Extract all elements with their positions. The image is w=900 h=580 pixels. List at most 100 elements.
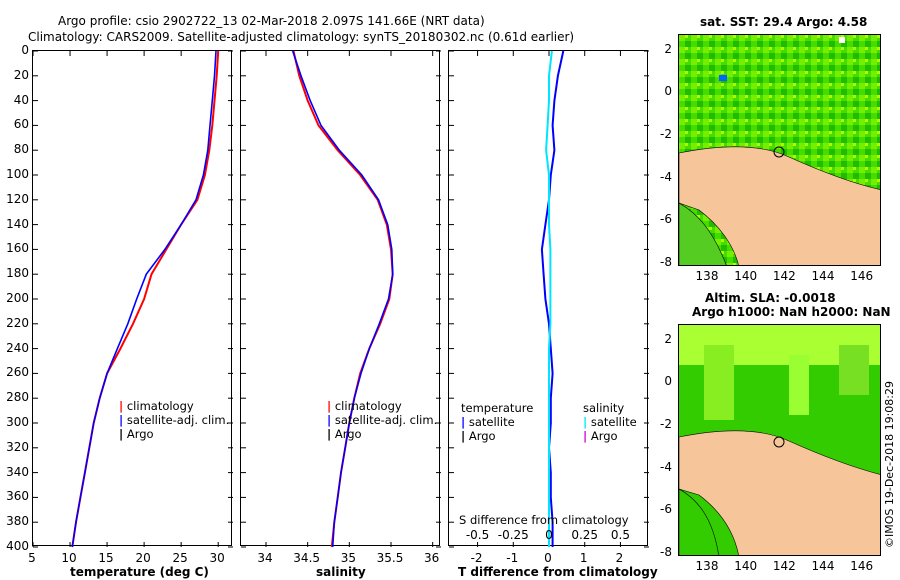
map-y-tick: 2 <box>664 41 672 56</box>
sla-patch-2 <box>789 355 809 415</box>
series-line-satellite-adj-clim- <box>291 50 394 548</box>
depth-tick-label: 260 <box>6 365 29 380</box>
depth-tick-label: 400 <box>6 539 29 553</box>
sst-cold-patch <box>719 75 727 81</box>
depth-tick-label: 300 <box>6 415 29 429</box>
map-x-tick: 138 <box>695 559 719 573</box>
map-y-tick: -6 <box>660 502 672 517</box>
sal-legend: | climatology | satellite-adj. clim. | A… <box>327 399 437 441</box>
difference-plot <box>449 50 649 548</box>
x-tick-label: 15 <box>98 551 114 565</box>
sla-map-title2: Argo h1000: NaN h2000: NaN <box>692 305 891 319</box>
depth-tick-label: 360 <box>6 489 29 504</box>
sst-map-title: sat. SST: 29.4 Argo: 4.58 <box>700 15 868 29</box>
sst-cloud-patch <box>839 37 845 43</box>
map-x-tick: 144 <box>811 269 835 283</box>
sst-south-sea <box>679 202 727 265</box>
x-tick-label: 30 <box>209 551 225 565</box>
map-x-tick: 142 <box>772 559 796 573</box>
s-tick-label: 0.25 <box>571 528 599 542</box>
sst-land <box>679 146 880 265</box>
sst-argo-marker <box>773 146 785 158</box>
sla-south-sea <box>679 488 719 555</box>
legend-temp-argo: | Argo <box>461 429 496 443</box>
sla-map-title1: Altim. SLA: -0.0018 <box>705 291 836 305</box>
map-y-tick: -8 <box>660 254 672 269</box>
x-tick-label: 36 <box>424 551 440 565</box>
map-y-tick: -6 <box>660 212 672 227</box>
x-tick-label: 34.5 <box>293 551 321 565</box>
temp-legend: | climatology | satellite-adj. clim. | A… <box>119 399 229 441</box>
map-y-tick: 0 <box>664 374 672 389</box>
x-tick-label: 1 <box>579 551 588 565</box>
temperature-plot <box>32 50 233 548</box>
sla-map <box>678 324 881 556</box>
x-tick-label: -2 <box>470 551 483 565</box>
sal-legend-climatology: | climatology <box>327 399 402 413</box>
depth-tick-label: 380 <box>6 514 29 529</box>
sla-patch-3 <box>839 345 869 395</box>
series-line-temperature-satellite <box>540 50 565 547</box>
depth-tick-label: 120 <box>6 191 29 206</box>
figure-title-line1: Argo profile: csio 2902722_13 02-Mar-201… <box>58 14 485 28</box>
difference-panel: temperature | satellite | Argo salinity … <box>448 50 649 548</box>
sla-map-graphic <box>679 325 880 555</box>
x-tick-label: 10 <box>61 551 77 565</box>
depth-tick-label: 160 <box>6 241 29 256</box>
series-line-salinity-satellite <box>545 50 553 547</box>
temp-legend-satellite: | satellite-adj. clim. <box>119 413 230 427</box>
imos-footer: ©IMOS 19-Dec-2018 19:08:29 <box>883 381 896 548</box>
map-x-tick: 142 <box>772 269 796 283</box>
depth-tick-label: 180 <box>6 266 29 281</box>
sal-legend-argo: | Argo <box>327 427 362 441</box>
depth-tick-label: 220 <box>6 315 29 330</box>
map-x-tick: 138 <box>695 269 719 283</box>
legend-temp-satellite: | satellite <box>461 415 515 429</box>
s-difference-label: S difference from climatology <box>459 513 629 527</box>
series-line-satellite-adj-clim- <box>71 50 217 548</box>
difference-xlabel: T difference from climatology <box>458 565 658 579</box>
x-tick-label: 35.5 <box>376 551 404 565</box>
temp-legend-climatology: | climatology <box>119 399 194 413</box>
depth-tick-label: 140 <box>6 216 29 231</box>
sla-argo-marker <box>773 436 785 448</box>
temp-legend-argo: | Argo <box>119 427 154 441</box>
x-tick-label: 35 <box>340 551 356 565</box>
series-line-climatology <box>71 50 220 548</box>
x-tick-label: 20 <box>135 551 151 565</box>
x-tick-label: -1 <box>506 551 519 565</box>
depth-tick-label: 200 <box>6 291 29 305</box>
depth-tick-label: 20 <box>13 67 29 82</box>
depth-tick-label: 320 <box>6 439 29 454</box>
temperature-panel: | climatology | satellite-adj. clim. | A… <box>32 50 233 548</box>
depth-tick-label: 80 <box>13 142 29 157</box>
map-x-tick: 140 <box>734 269 758 283</box>
sal-legend-satellite: | satellite-adj. clim. <box>327 413 438 427</box>
diff-legend-temperature: temperature | satellite | Argo <box>461 401 533 443</box>
diff-legend-salinity: salinity | satellite | Argo <box>583 401 637 443</box>
map-y-tick: -2 <box>660 417 672 432</box>
salinity-panel: | climatology | satellite-adj. clim. | A… <box>240 50 441 548</box>
sst-map <box>678 34 881 266</box>
s-tick-label: 0 <box>545 528 553 542</box>
depth-tick-label: 60 <box>13 117 29 132</box>
temperature-xlabel: temperature (deg C) <box>70 565 209 579</box>
map-x-tick: 146 <box>850 559 874 573</box>
salinity-plot <box>241 50 441 548</box>
map-y-tick: -4 <box>660 169 672 184</box>
map-y-tick: -4 <box>660 459 672 474</box>
map-y-tick: 0 <box>664 84 672 99</box>
legend-temperature-title: temperature <box>461 401 534 415</box>
depth-tick-label: 40 <box>13 92 29 107</box>
legend-sal-satellite: | satellite <box>583 415 637 429</box>
depth-tick-label: 340 <box>6 464 29 479</box>
series-line-climatology <box>292 50 394 548</box>
map-y-tick: 2 <box>664 331 672 346</box>
depth-tick-label: 0 <box>21 43 29 57</box>
map-x-tick: 140 <box>734 559 758 573</box>
x-tick-label: 2 <box>615 551 624 565</box>
map-x-tick: 146 <box>850 269 874 283</box>
s-tick-label: 0.5 <box>610 528 630 542</box>
depth-tick-label: 280 <box>6 390 29 405</box>
